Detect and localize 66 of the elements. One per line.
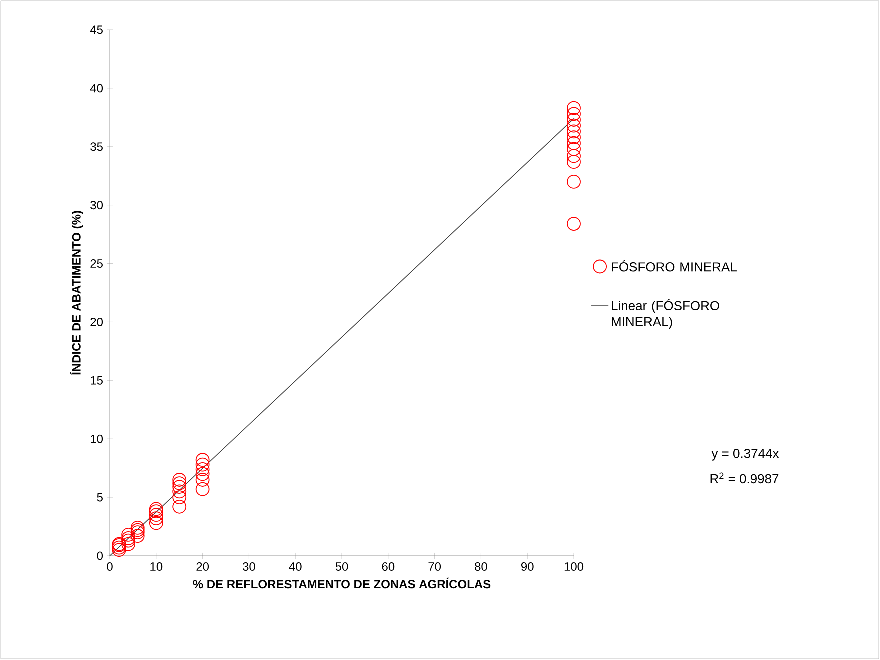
x-tick-label: 20 [196, 562, 210, 572]
point [130, 529, 145, 544]
point [196, 458, 210, 472]
text: y = 0.3744x [712, 449, 780, 461]
y-tick-label: 30 [90, 201, 104, 210]
point [196, 453, 210, 468]
point [567, 174, 581, 189]
point [149, 504, 164, 519]
y-tick-label: 20 [90, 318, 104, 326]
point [196, 462, 210, 476]
point [196, 482, 210, 496]
point [122, 532, 136, 546]
x-tick-label: 40 [289, 562, 302, 572]
y-tick-label: 45 [90, 26, 103, 34]
point [567, 155, 581, 170]
point [149, 508, 164, 522]
point [172, 490, 187, 504]
y-tick-label: 15 [91, 376, 103, 385]
point [567, 142, 581, 156]
point [567, 101, 581, 116]
point [149, 512, 164, 526]
point [567, 107, 581, 122]
text: R$^{2}$ = 0.9987 [710, 472, 779, 484]
point [112, 540, 126, 555]
point [567, 217, 581, 231]
x-tick-label: 0 [107, 562, 113, 572]
point [172, 476, 187, 490]
point [112, 543, 126, 558]
point [172, 480, 187, 494]
y-tick-label: 5 [97, 493, 103, 502]
point [567, 113, 581, 127]
x-tick-label: 50 [336, 562, 348, 572]
x-tick-label: 90 [521, 562, 534, 572]
y-tick-label: 40 [90, 84, 104, 93]
point [196, 473, 210, 487]
point [149, 516, 164, 530]
point [130, 520, 145, 535]
y-axis-title: ÍNDICE DE ABATIMENTO (%) [70, 211, 84, 375]
legend-label: Linear (FÓSFORO MINERAL) [612, 299, 720, 330]
point [130, 523, 145, 538]
point [567, 118, 581, 133]
point [172, 473, 187, 487]
x-tick-label: 10 [150, 562, 163, 572]
x-tick-label: 60 [382, 562, 395, 572]
point [196, 467, 210, 482]
y-tick-label: 25 [90, 260, 103, 268]
point [567, 130, 581, 144]
point [172, 500, 187, 514]
x-axis-title: % DE REFLORESTAMENTO DE ZONAS AGRÍCOLAS [193, 578, 491, 589]
legend-label: FÓSFORO MINERAL [612, 260, 737, 272]
point [149, 502, 164, 516]
point [130, 526, 145, 540]
x-tick-label: 70 [428, 562, 442, 572]
point [122, 528, 136, 542]
y-tick-label: 0 [97, 552, 104, 560]
point [567, 124, 581, 139]
x-tick-label: 100 [564, 562, 584, 572]
x-tick-label: 30 [242, 562, 256, 572]
y-tick-label: 10 [91, 434, 104, 444]
point [567, 136, 581, 150]
point [122, 534, 136, 548]
point [122, 537, 136, 552]
point [172, 484, 187, 499]
y-tick-label: 35 [90, 142, 103, 152]
point [567, 149, 581, 164]
x-tick-label: 80 [475, 562, 488, 572]
